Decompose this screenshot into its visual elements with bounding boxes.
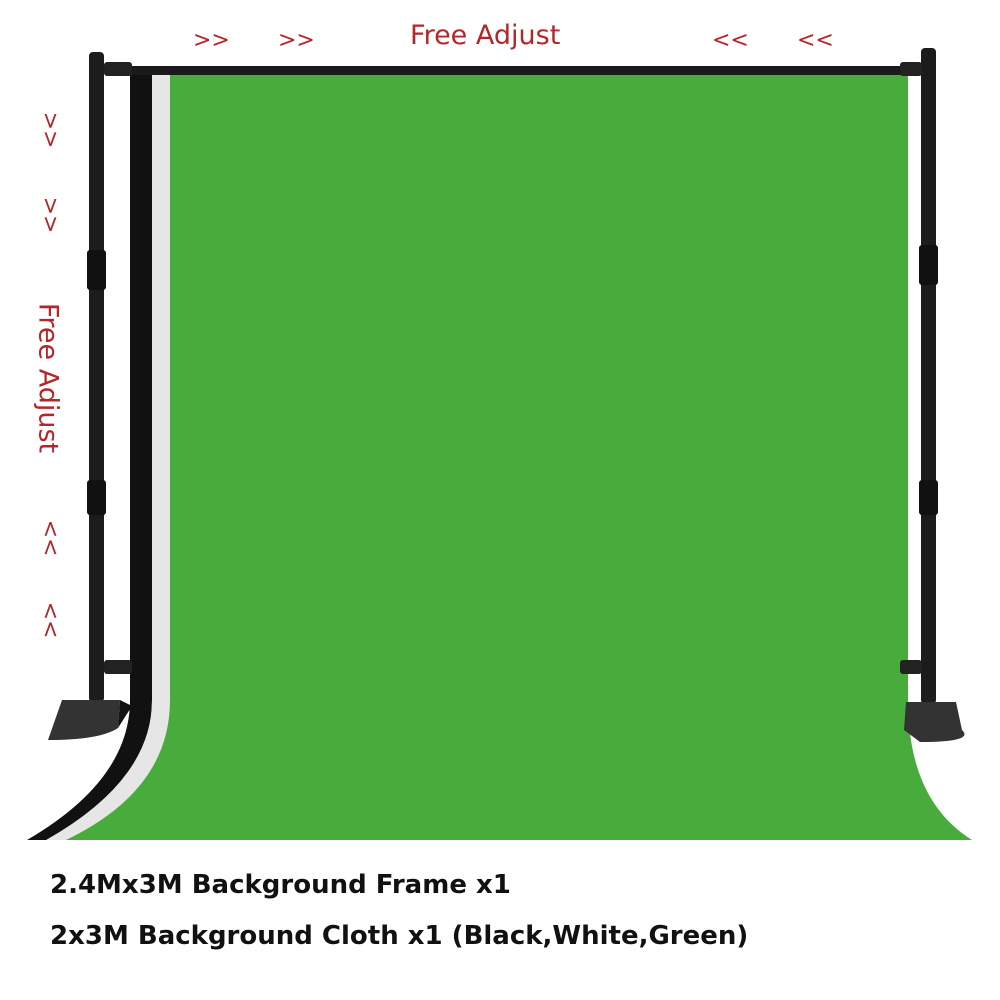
arrow-left-icon: << — [712, 28, 749, 53]
caption-frame: 2.4Mx3M Background Frame x1 — [50, 870, 511, 900]
arrow-right-icon: >> — [278, 28, 315, 53]
arrow-right-icon: >> — [193, 28, 230, 53]
horizontal-adjust-label: Free Adjust — [410, 20, 561, 51]
crossbar — [110, 66, 920, 75]
left-stand — [48, 52, 132, 740]
vertical-adjust-label: Free Adjust — [32, 302, 64, 454]
arrow-up-icon: << — [37, 601, 63, 639]
right-stand — [900, 48, 965, 742]
arrow-up-icon: << — [37, 519, 63, 557]
green-cloth — [66, 66, 972, 840]
black-cloth — [27, 68, 152, 840]
caption-cloth: 2x3M Background Cloth x1 (Black,White,Gr… — [50, 921, 749, 951]
white-cloth — [46, 68, 172, 840]
arrow-left-icon: << — [797, 28, 834, 53]
arrow-down-icon: >> — [37, 196, 63, 234]
arrow-down-icon: >> — [37, 111, 63, 149]
